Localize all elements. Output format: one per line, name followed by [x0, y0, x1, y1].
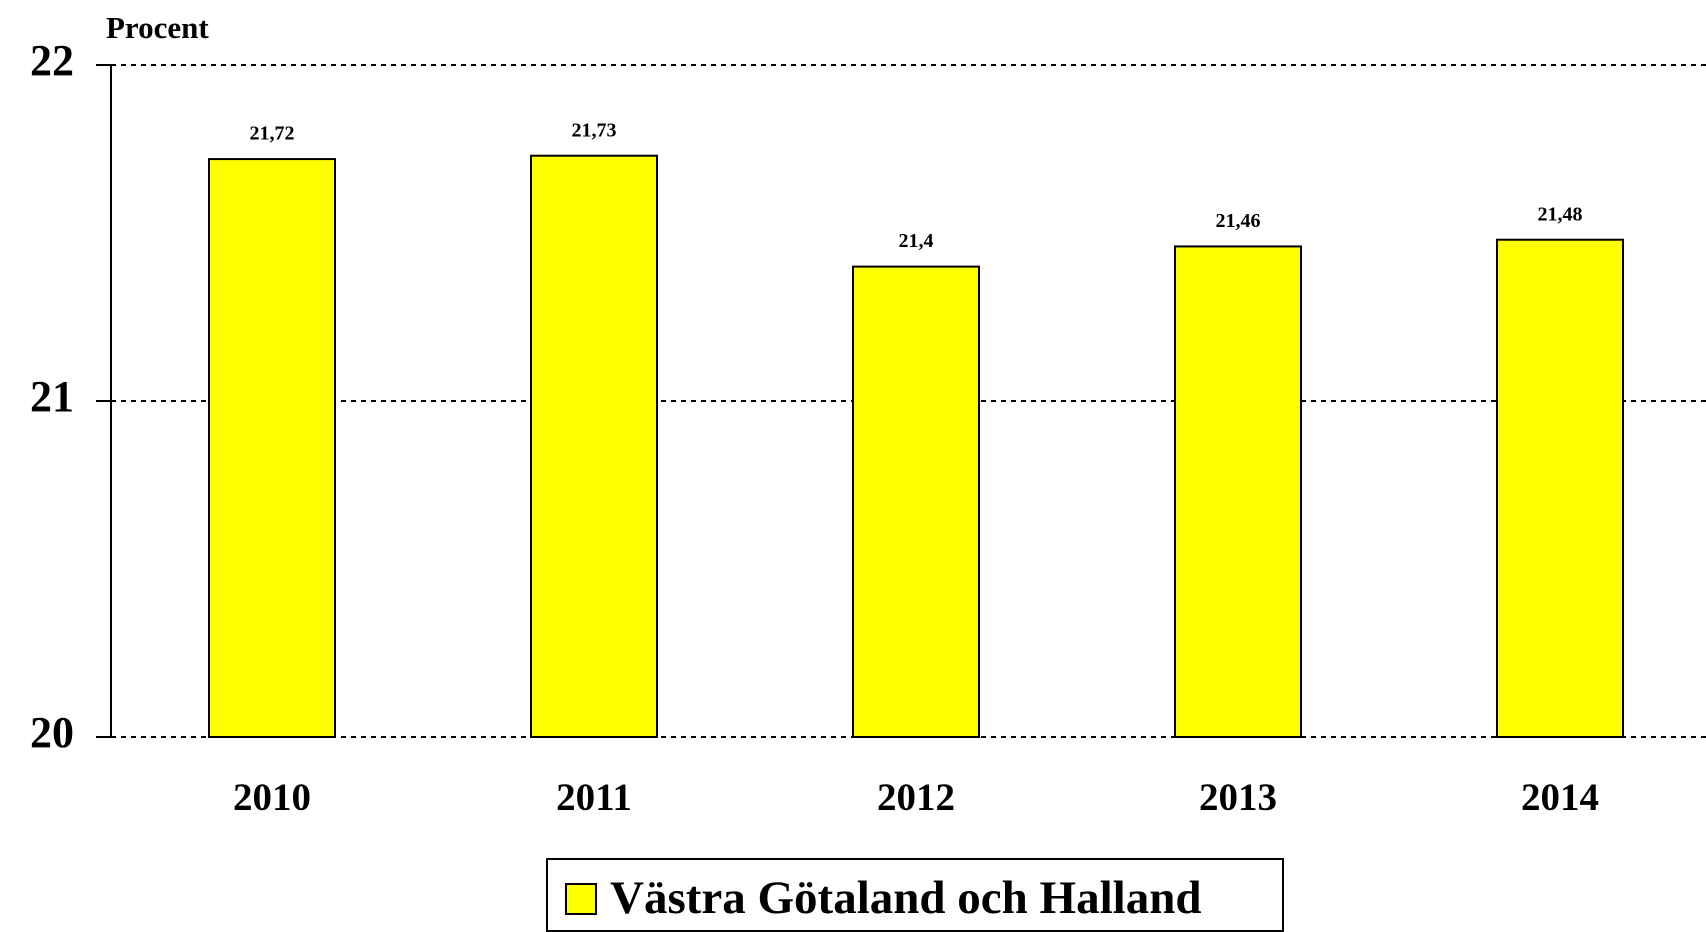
y-tick-label: 21 [30, 372, 74, 421]
x-tick-label: 2012 [877, 776, 955, 819]
y-tick-label: 20 [30, 708, 74, 757]
y-axis-label: Procent [106, 10, 209, 45]
bar [1496, 238, 1624, 738]
bar [530, 154, 658, 739]
value-label: 21,73 [572, 119, 617, 141]
x-tick-label: 2013 [1199, 776, 1277, 819]
value-label: 21,48 [1538, 203, 1583, 225]
bar [208, 158, 336, 738]
value-label: 21,4 [899, 230, 934, 252]
x-tick-label: 2010 [233, 776, 311, 819]
legend-label: Västra Götaland och Halland [610, 872, 1202, 924]
x-tick-label: 2011 [556, 776, 632, 819]
y-tick-label: 22 [30, 36, 74, 85]
value-label: 21,46 [1216, 210, 1261, 232]
bar [1174, 245, 1302, 738]
legend-swatch [565, 883, 597, 915]
x-tick-label: 2014 [1521, 776, 1599, 819]
value-label: 21,72 [250, 123, 295, 145]
legend-box [546, 858, 1284, 932]
bar [852, 265, 980, 738]
